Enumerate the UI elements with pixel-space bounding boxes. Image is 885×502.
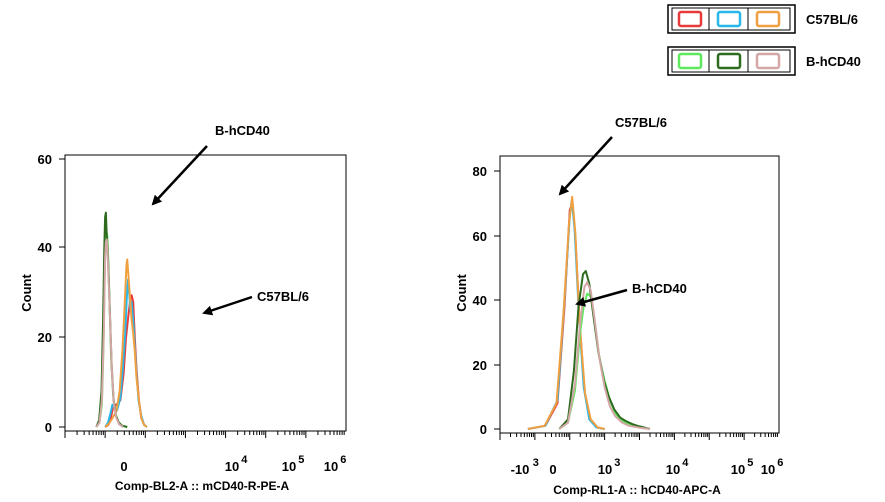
- legend-swatch: [755, 10, 781, 28]
- y-tick-label: 60: [38, 152, 52, 167]
- legend-swatch: [716, 52, 742, 70]
- legend-swatch: [677, 52, 703, 70]
- annotation-arrow: [151, 145, 208, 206]
- histogram-series-line: [104, 258, 148, 428]
- x-tick-labels: -10 3 0 10 3 10 4 10 5 10 6: [511, 457, 784, 477]
- series-group: [527, 195, 651, 430]
- x-tick-label: 0: [549, 462, 556, 477]
- histogram-series-line: [527, 195, 605, 430]
- x-tick-label-exponent: 5: [298, 454, 304, 466]
- x-tick-label: 10: [731, 462, 745, 477]
- x-tick-label-exponent: 6: [340, 454, 346, 466]
- x-tick-label: 10: [324, 459, 338, 474]
- x-tick-label: -10: [511, 462, 530, 477]
- x-tick-label-exponent: 6: [777, 457, 783, 469]
- x-axis-label: Comp-RL1-A :: hCD40-APC-A: [553, 483, 721, 497]
- annotation-c57bl6: C57BL/6: [257, 289, 309, 304]
- x-tick-label: 10: [282, 459, 296, 474]
- y-tick-label: 0: [480, 422, 487, 437]
- legend-swatch: [677, 10, 703, 28]
- x-tick-label-exponent: 3: [614, 457, 620, 469]
- y-tick-label: 20: [473, 358, 487, 373]
- y-tick-label: 40: [473, 293, 487, 308]
- y-tick-label: 80: [473, 164, 487, 179]
- y-ticks: 0 20 40 60 80: [473, 164, 500, 437]
- legend-swatch: [755, 52, 781, 70]
- histogram-series-line: [95, 211, 128, 428]
- y-tick-label: 40: [38, 240, 52, 255]
- x-tick-label-exponent: 4: [241, 454, 248, 466]
- annotation-arrow: [202, 295, 253, 316]
- histogram-series-line: [95, 238, 124, 428]
- y-axis-label: Count: [454, 274, 469, 312]
- y-ticks: 0 20 40 60: [38, 152, 65, 435]
- x-minor-ticks: [499, 432, 779, 440]
- x-tick-label-exponent: 3: [533, 457, 539, 469]
- x-tick-label: 10: [666, 462, 680, 477]
- legend-swatch: [716, 10, 742, 28]
- annotation-bhcd40: B-hCD40: [632, 281, 687, 296]
- histogram-series-line: [558, 281, 651, 430]
- series-group: [95, 211, 148, 428]
- annotation-arrow: [558, 136, 613, 196]
- annotation-arrow: [575, 288, 628, 307]
- x-tick-label: 0: [120, 459, 127, 474]
- y-tick-label: 20: [38, 330, 52, 345]
- histogram-series-line: [558, 292, 651, 430]
- y-tick-label: 60: [473, 229, 487, 244]
- x-tick-label-exponent: 4: [682, 457, 689, 469]
- annotation-bhcd40: B-hCD40: [215, 123, 270, 138]
- annotation-c57bl6: C57BL/6: [615, 115, 667, 130]
- y-axis-label: Count: [19, 274, 34, 312]
- x-tick-labels: 0 10 4 10 5 10 6: [120, 454, 346, 474]
- x-tick-label: 10: [225, 459, 239, 474]
- x-axis-label: Comp-BL2-A :: mCD40-R-PE-A: [115, 479, 290, 493]
- legend-row-c57bl6: C57BL/6: [667, 4, 858, 34]
- x-tick-label-exponent: 5: [747, 457, 753, 469]
- legend-label-c57bl6: C57BL/6: [806, 12, 858, 27]
- legend-label-bhcd40: B-hCD40: [806, 54, 861, 69]
- legend: C57BL/6 B-hCD40: [667, 4, 861, 76]
- x-tick-label: 10: [761, 462, 775, 477]
- x-minor-ticks: [64, 430, 346, 438]
- y-tick-label: 0: [45, 420, 52, 435]
- legend-row-bhcd40: B-hCD40: [667, 46, 861, 76]
- x-tick-label: 10: [598, 462, 612, 477]
